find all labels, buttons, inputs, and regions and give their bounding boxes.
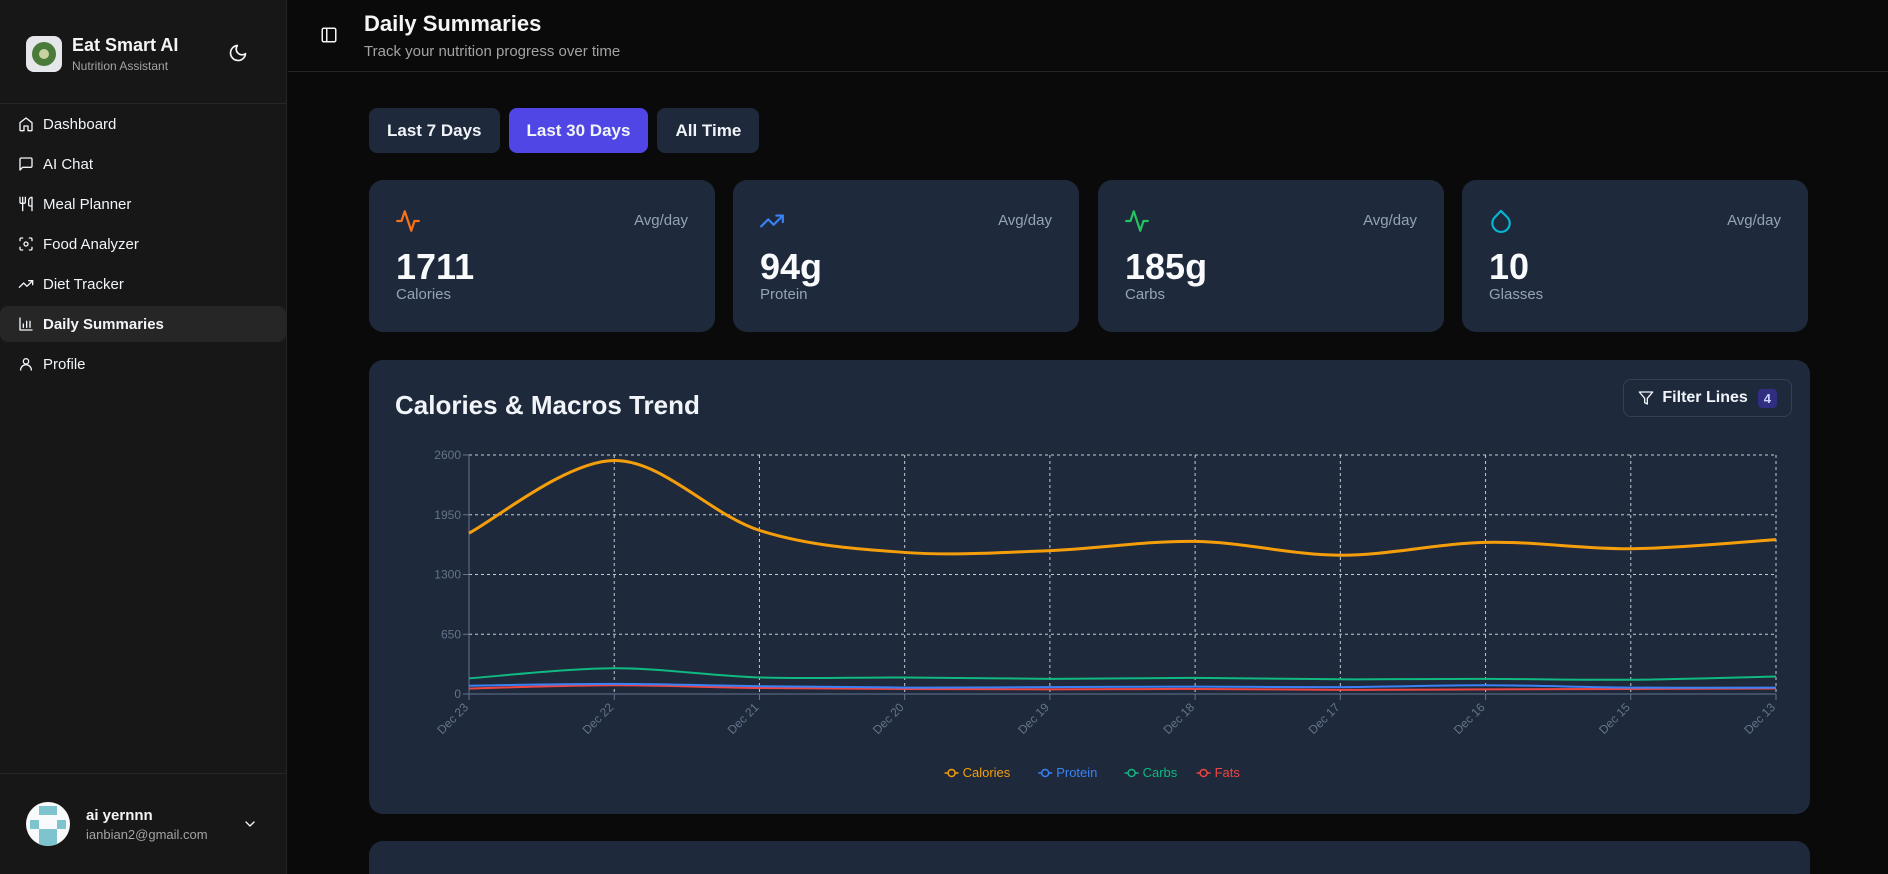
stat-period: Avg/day: [1727, 212, 1781, 229]
filter-count-badge: 4: [1757, 388, 1777, 408]
user-name: ai yernnn: [86, 806, 153, 824]
y-tick-label: 2600: [434, 448, 461, 462]
sidebar-item-label: Meal Planner: [43, 195, 132, 213]
sidebar-item-label: Dashboard: [43, 115, 117, 133]
x-tick-label: Dec 17: [1306, 700, 1343, 737]
stat-label: Carbs: [1125, 286, 1166, 303]
sidebar-item-label: Profile: [43, 355, 86, 373]
brand-subtitle: Nutrition Assistant: [72, 59, 169, 73]
range-tabs: Last 7 Days Last 30 Days All Time: [369, 108, 768, 153]
x-tick-label: Dec 13: [1741, 700, 1778, 737]
user-email: ianbian2@gmail.com: [86, 826, 208, 842]
trending-up-icon: [760, 214, 784, 228]
x-tick-label: Dec 18: [1160, 700, 1197, 737]
chevron-down-icon[interactable]: [242, 816, 258, 832]
legend-marker: [947, 768, 956, 778]
home-icon: [19, 117, 33, 132]
filter-lines-label: Filter Lines: [1662, 389, 1748, 406]
y-tick-label: 650: [441, 627, 461, 641]
stat-period: Avg/day: [634, 212, 688, 229]
app-logo: [26, 35, 62, 72]
stat-label: Calories: [396, 286, 452, 303]
sidebar-item-label: Diet Tracker: [43, 275, 124, 293]
x-tick-label: Dec 22: [580, 700, 617, 737]
stat-period: Avg/day: [998, 212, 1052, 229]
tab-all-time[interactable]: All Time: [657, 108, 760, 153]
sidebar-nav: Dashboard AI Chat Meal Planner Food Anal…: [0, 104, 287, 386]
tab-last-7-days[interactable]: Last 7 Days: [369, 108, 500, 153]
user-icon: [20, 358, 32, 371]
legend-marker: [1040, 768, 1050, 778]
bar-chart-icon: [19, 317, 33, 331]
activity-icon: [396, 210, 420, 232]
avatar: [26, 802, 70, 846]
x-tick-label: Dec 20: [870, 700, 907, 737]
legend-label-protein: Protein: [1056, 765, 1097, 780]
sidebar-item-food-analyzer[interactable]: Food Analyzer: [0, 226, 287, 262]
sidebar-toggle-icon[interactable]: [320, 26, 338, 44]
x-tick-label: Dec 23: [434, 700, 471, 737]
legend-marker: [1127, 768, 1136, 778]
sidebar-item-ai-chat[interactable]: AI Chat: [0, 146, 287, 182]
stat-period: Avg/day: [1363, 212, 1417, 229]
sidebar-item-meal-planner[interactable]: Meal Planner: [0, 186, 287, 222]
x-tick-label: Dec 21: [725, 700, 762, 737]
y-tick-label: 1300: [434, 568, 461, 582]
moon-icon[interactable]: [228, 43, 248, 63]
sidebar-item-dashboard[interactable]: Dashboard: [0, 106, 287, 142]
sidebar-item-diet-tracker[interactable]: Diet Tracker: [0, 266, 287, 302]
stat-label: Glasses: [1489, 286, 1544, 303]
message-icon: [19, 157, 33, 171]
stat-value: 1711: [396, 246, 475, 287]
y-tick-label: 0: [454, 687, 461, 701]
x-tick-label: Dec 16: [1451, 700, 1488, 737]
legend-label-fats: Fats: [1215, 765, 1241, 780]
stat-label: Protein: [760, 286, 808, 303]
next-section-card: [369, 841, 1810, 874]
stat-card-calories: Avg/day 1711 Calories: [369, 180, 715, 332]
trend-chart-card: 0 650 1300 1950 2600 Dec 23 Dec 22 Dec 21 Dec 20…: [369, 360, 1810, 814]
sidebar-item-profile[interactable]: Profile: [0, 346, 287, 382]
stat-value: 10: [1489, 246, 1530, 287]
scan-icon: [19, 237, 33, 251]
trend-chart: 0 650 1300 1950 2600 Dec 23 Dec 22 Dec 21 Dec 20…: [434, 448, 1778, 780]
droplet-icon: [1491, 209, 1511, 233]
series-line-fats: [468, 684, 1777, 691]
chart-title: Calories & Macros Trend: [395, 390, 700, 420]
legend-label-carbs: Carbs: [1143, 765, 1178, 780]
stat-card-water: Avg/day 10 Glasses: [1462, 180, 1808, 332]
stat-card-carbs: Avg/day 185g Carbs: [1098, 180, 1444, 332]
sidebar-item-label: Daily Summaries: [43, 315, 164, 333]
tab-last-30-days[interactable]: Last 30 Days: [508, 108, 649, 153]
page-title: Daily Summaries: [364, 11, 542, 36]
filter-lines-button[interactable]: Filter Lines 4: [1623, 379, 1792, 417]
activity-icon: [1125, 210, 1149, 232]
sidebar-item-daily-summaries[interactable]: Daily Summaries: [0, 306, 286, 342]
sidebar-item-label: AI Chat: [43, 155, 94, 173]
filter-icon: [1639, 391, 1654, 405]
legend-marker: [1199, 768, 1208, 778]
brand[interactable]: Eat Smart AI Nutrition Assistant: [26, 34, 178, 73]
series-line-carbs: [468, 667, 1777, 681]
trending-up-icon: [18, 280, 34, 288]
sidebar: Eat Smart AI Nutrition Assistant Dashboa…: [0, 0, 287, 874]
y-tick-label: 1950: [434, 508, 461, 522]
brand-title: Eat Smart AI: [72, 35, 179, 55]
stat-value: 185g: [1125, 246, 1208, 287]
series-line-protein: [468, 682, 1777, 689]
stat-card-protein: Avg/day 94g Protein: [733, 180, 1079, 332]
page-header: Daily Summaries Track your nutrition pro…: [288, 0, 1888, 72]
utensils-icon: [19, 196, 33, 212]
sidebar-item-label: Food Analyzer: [43, 235, 139, 253]
legend-label-calories: Calories: [963, 765, 1011, 780]
user-menu[interactable]: ai yernnn ianbian2@gmail.com: [26, 802, 266, 846]
stat-value: 94g: [760, 246, 823, 287]
series-line-calories: [468, 459, 1777, 557]
page-subtitle: Track your nutrition progress over time: [364, 43, 621, 60]
x-tick-label: Dec 15: [1596, 700, 1633, 737]
x-tick-label: Dec 19: [1015, 700, 1052, 737]
